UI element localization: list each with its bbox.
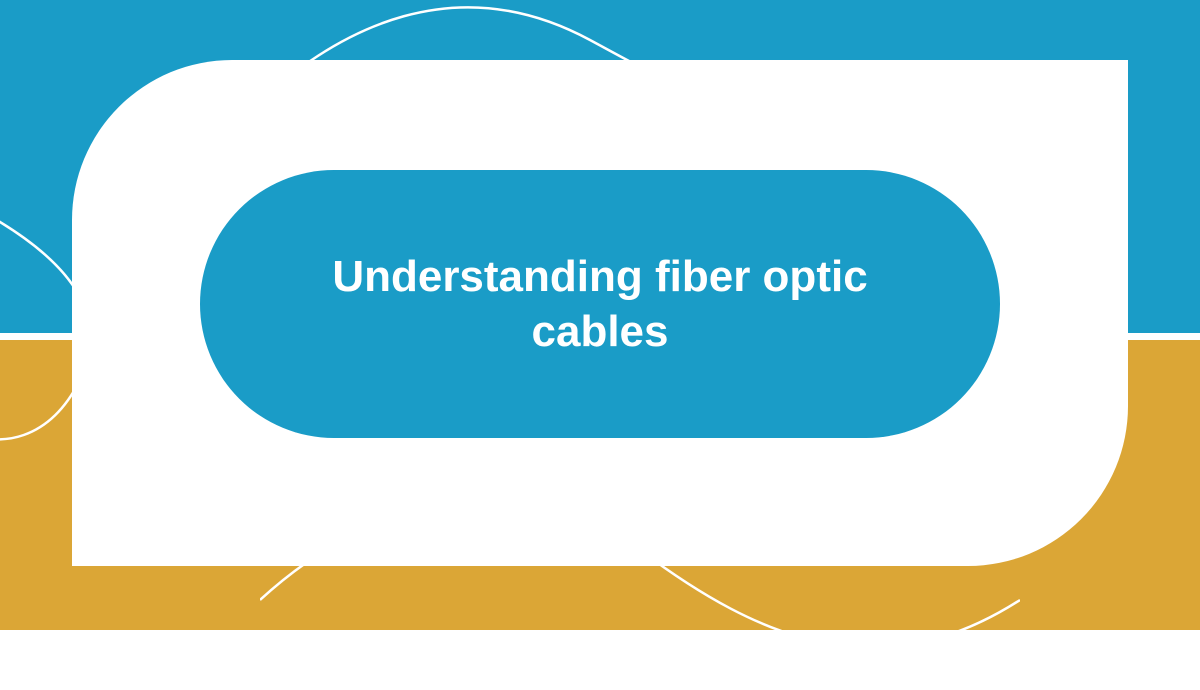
title-pill: Understanding fiber optic cables: [200, 170, 1000, 438]
page-title: Understanding fiber optic cables: [260, 249, 940, 359]
